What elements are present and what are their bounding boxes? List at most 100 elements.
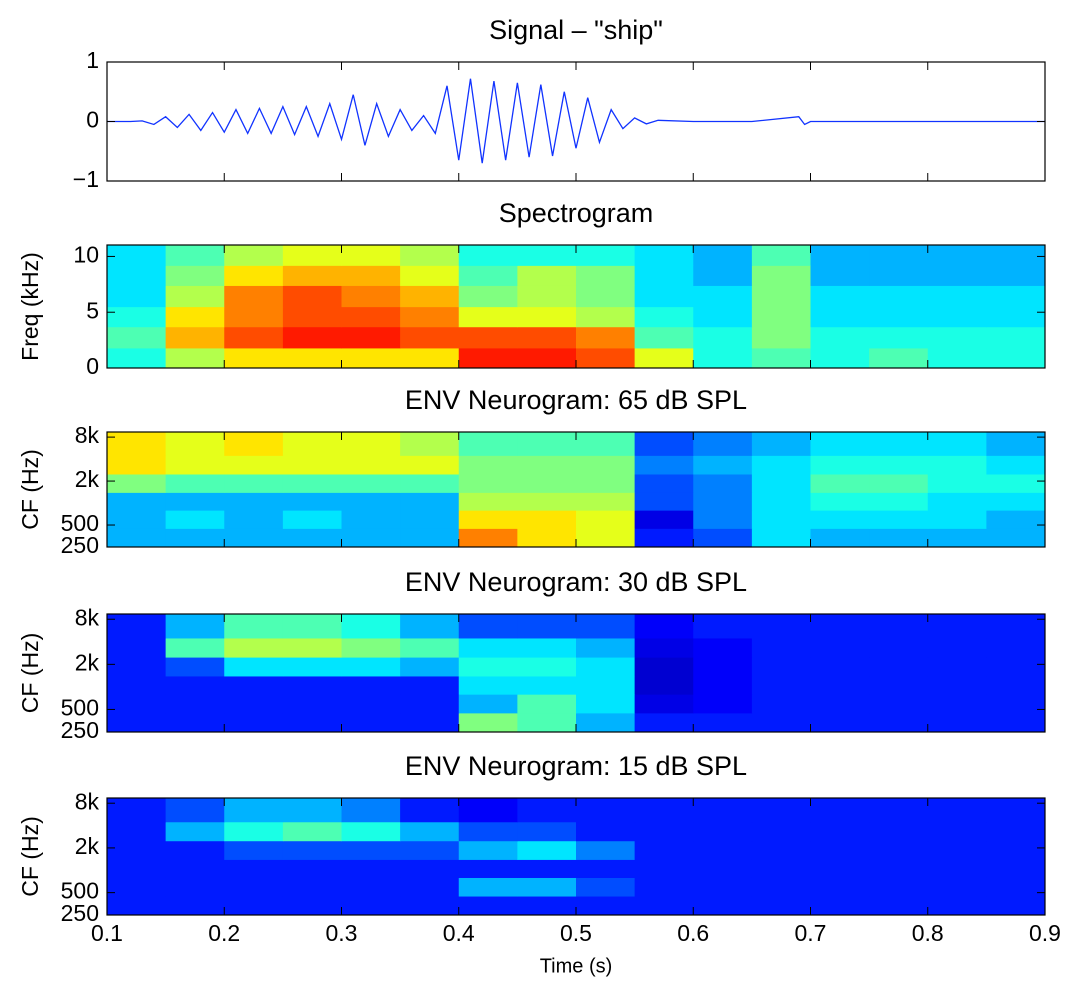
heatmap-cell: [224, 347, 284, 369]
heatmap-cell: [810, 877, 870, 897]
heatmap-cell: [341, 473, 401, 493]
heatmap-cell: [107, 896, 167, 916]
heatmap-cell: [341, 637, 401, 658]
heatmap-cell: [986, 265, 1046, 286]
heatmap-cell: [107, 347, 167, 369]
y-tick-label: 500: [61, 510, 99, 536]
heatmap-cell: [576, 657, 636, 677]
heatmap-cell: [458, 347, 518, 369]
heatmap-cell: [693, 821, 753, 842]
heatmap-cell: [107, 614, 167, 639]
heatmap-cell: [869, 326, 929, 349]
heatmap-cell: [576, 877, 636, 897]
panel-title: Signal – "ship": [489, 15, 663, 45]
heatmap-cell: [282, 455, 342, 475]
heatmap-cell: [986, 675, 1046, 695]
heatmap-cell: [282, 473, 342, 493]
heatmap-cell: [341, 821, 401, 842]
heatmap-cell: [341, 510, 401, 529]
heatmap-cell: [869, 614, 929, 639]
heatmap-cell: [400, 510, 460, 529]
heatmap-cell: [458, 798, 518, 823]
heatmap-cell: [400, 473, 460, 493]
heatmap-cell: [927, 347, 987, 369]
heatmap-cell: [986, 455, 1046, 475]
heatmap-cell: [634, 473, 694, 493]
heatmap-cell: [341, 306, 401, 328]
heatmap-cell: [282, 675, 342, 695]
heatmap-cell: [224, 455, 284, 475]
y-tick-label: 8k: [75, 422, 100, 448]
heatmap-cell: [165, 265, 225, 286]
heatmap-cell: [986, 245, 1046, 266]
heatmap-cell: [282, 896, 342, 916]
heatmap-cell: [869, 347, 929, 369]
y-tick-label: 10: [73, 242, 99, 268]
heatmap-cell: [517, 675, 577, 695]
heatmap-cell: [869, 306, 929, 328]
heatmap-cell: [341, 675, 401, 695]
heatmap-cell: [458, 455, 518, 475]
heatmap-cell: [810, 432, 870, 456]
heatmap-cell: [400, 432, 460, 456]
heatmap-cell: [693, 637, 753, 658]
heatmap-cell: [517, 326, 577, 349]
heatmap-cell: [458, 637, 518, 658]
heatmap-cell: [107, 675, 167, 695]
heatmap-cell: [282, 285, 342, 308]
heatmap-cell: [282, 637, 342, 658]
heatmap-cell: [282, 306, 342, 328]
heatmap-cell: [341, 614, 401, 639]
heatmap-cell: [224, 859, 284, 878]
heatmap-cell: [517, 821, 577, 842]
heatmap-cell: [986, 859, 1046, 878]
heatmap-cell: [165, 798, 225, 823]
heatmap-cell: [224, 285, 284, 308]
heatmap-cell: [458, 510, 518, 529]
heatmap-cell: [634, 265, 694, 286]
heatmap-cell: [986, 510, 1046, 529]
heatmap-cell: [400, 877, 460, 897]
heatmap-cell: [810, 492, 870, 511]
heatmap-cell: [107, 492, 167, 511]
heatmap-cell: [693, 265, 753, 286]
heatmap-cell: [517, 306, 577, 328]
heatmap-cell: [224, 306, 284, 328]
heatmap-cell: [693, 432, 753, 456]
heatmap-cell: [927, 528, 987, 548]
heatmap-cell: [341, 712, 401, 733]
y-tick-label: 2k: [75, 649, 100, 675]
heatmap-cell: [400, 245, 460, 266]
heatmap-cell: [458, 694, 518, 714]
heatmap-cell: [927, 285, 987, 308]
y-tick-label: 2k: [75, 466, 100, 492]
heatmap-cell: [107, 285, 167, 308]
panel-title: Spectrogram: [499, 198, 654, 228]
heatmap-cell: [869, 675, 929, 695]
heatmap-cell: [517, 877, 577, 897]
heatmap-cell: [458, 306, 518, 328]
y-tick-label: 250: [61, 532, 99, 558]
heatmap-cell: [986, 528, 1046, 548]
y-axis-label: CF (Hz): [17, 816, 43, 896]
heatmap-cell: [986, 614, 1046, 639]
heatmap-cell: [282, 245, 342, 266]
heatmap-cell: [986, 637, 1046, 658]
heatmap-cell: [576, 245, 636, 266]
heatmap-cell: [634, 675, 694, 695]
heatmap-cell: [869, 473, 929, 493]
heatmap-cell: [165, 326, 225, 349]
heatmap-cell: [576, 432, 636, 456]
heatmap-cell: [634, 821, 694, 842]
heatmap-cell: [576, 896, 636, 916]
heatmap-cell: [224, 821, 284, 842]
y-tick-label: −1: [73, 166, 99, 192]
heatmap-cell: [751, 245, 811, 266]
heatmap-cell: [458, 840, 518, 860]
heatmap-cell: [400, 492, 460, 511]
signal-line: [107, 78, 1045, 164]
heatmap-cell: [165, 859, 225, 878]
heatmap-cell: [693, 510, 753, 529]
heatmap-cell: [751, 657, 811, 677]
heatmap-cell: [400, 675, 460, 695]
